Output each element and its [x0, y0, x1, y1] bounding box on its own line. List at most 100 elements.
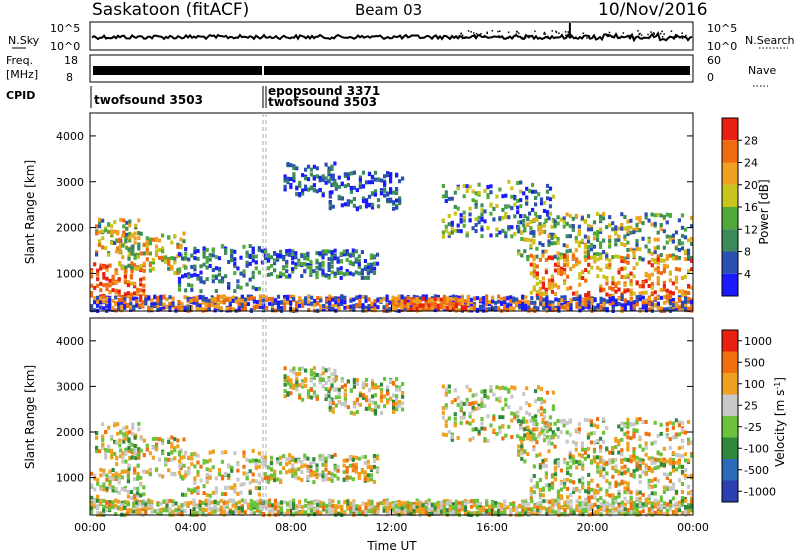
- power-echo-cell: [288, 274, 291, 278]
- power-echo-cell: [271, 308, 274, 312]
- power-echo-cell: [285, 264, 288, 268]
- power-echo-cell: [624, 299, 627, 303]
- velocity-echo-cell: [111, 500, 114, 504]
- freq-tick-top: 18: [64, 54, 78, 67]
- power-echo-cell: [362, 185, 365, 189]
- velocity-echo-cell: [480, 422, 483, 426]
- power-echo-cell: [155, 253, 158, 257]
- power-echo-cell: [563, 263, 566, 267]
- velocity-echo-cell: [146, 444, 149, 448]
- velocity-echo-cell: [526, 426, 529, 430]
- velocity-echo-cell: [633, 458, 636, 462]
- power-echo-cell: [247, 297, 250, 301]
- power-echo-cell: [489, 184, 492, 188]
- power-echo-cell: [134, 224, 137, 228]
- velocity-echo-cell: [338, 392, 341, 396]
- velocity-echo-cell: [510, 435, 513, 439]
- velocity-echo-cell: [451, 400, 454, 404]
- power-echo-cell: [660, 227, 663, 231]
- noise-search-point: [673, 36, 675, 38]
- velocity-echo-cell: [292, 502, 295, 506]
- power-echo-cell: [612, 307, 615, 311]
- velocity-echo-cell: [284, 383, 287, 387]
- velocity-echo-cell: [105, 474, 108, 478]
- velocity-echo-cell: [581, 476, 584, 480]
- velocity-echo-cell: [478, 430, 481, 434]
- power-echo-cell: [401, 305, 404, 309]
- velocity-echo-cell: [104, 452, 107, 456]
- power-echo-cell: [633, 300, 636, 304]
- power-echo-cell: [416, 300, 419, 304]
- velocity-echo-cell: [341, 379, 344, 383]
- power-echo-cell: [629, 219, 632, 223]
- power-echo-cell: [630, 272, 633, 276]
- velocity-echo-cell: [517, 449, 520, 453]
- velocity-echo-cell: [105, 478, 108, 482]
- velocity-echo-cell: [593, 459, 596, 463]
- power-echo-cell: [513, 214, 516, 218]
- power-echo-cell: [608, 239, 611, 243]
- power-echo-cell: [623, 275, 626, 279]
- velocity-echo-cell: [304, 384, 307, 388]
- velocity-echo-cell: [142, 492, 145, 496]
- velocity-echo-cell: [113, 423, 116, 427]
- power-echo-cell: [226, 307, 229, 311]
- velocity-echo-cell: [442, 385, 445, 389]
- velocity-echo-cell: [313, 500, 316, 504]
- power-echo-cell: [202, 297, 205, 301]
- velocity-echo-cell: [252, 459, 255, 463]
- power-echo-cell: [286, 295, 289, 299]
- velocity-echo-cell: [214, 504, 217, 508]
- velocity-echo-cell: [289, 500, 292, 504]
- power-echo-cell: [162, 296, 165, 300]
- power-echo-cell: [636, 296, 639, 300]
- velocity-echo-cell: [118, 480, 121, 484]
- power-echo-cell: [389, 173, 392, 177]
- power-echo-cell: [187, 275, 190, 279]
- power-echo-cell: [517, 252, 520, 256]
- velocity-echo-cell: [535, 422, 538, 426]
- power-echo-cell: [395, 206, 398, 210]
- power-echo-cell: [127, 236, 130, 240]
- velocity-echo-cell: [167, 468, 170, 472]
- velocity-echo-cell: [547, 424, 550, 428]
- velocity-echo-cell: [648, 479, 651, 483]
- velocity-echo-cell: [532, 418, 535, 422]
- power-echo-cell: [551, 256, 554, 260]
- power-echo-cell: [533, 285, 536, 289]
- power-echo-cell: [566, 234, 569, 238]
- power-echo-cell: [300, 254, 303, 258]
- power-echo-cell: [443, 297, 446, 301]
- power-echo-cell: [220, 295, 223, 299]
- power-echo-cell: [350, 171, 353, 175]
- noise-search-point: [499, 31, 501, 33]
- power-echo-cell: [626, 230, 629, 234]
- velocity-echo-cell: [523, 433, 526, 437]
- power-echo-cell: [316, 302, 319, 306]
- power-echo-cell: [307, 295, 310, 299]
- velocity-echo-cell: [681, 421, 684, 425]
- power-echo-cell: [359, 185, 362, 189]
- power-echo-cell: [557, 267, 560, 271]
- velocity-echo-cell: [373, 480, 376, 484]
- velocity-echo-cell: [279, 471, 282, 475]
- power-echo-cell: [569, 298, 572, 302]
- velocity-echo-cell: [301, 398, 304, 402]
- power-echo-cell: [596, 234, 599, 238]
- power-echo-cell: [315, 260, 318, 264]
- velocity-echo-cell: [310, 388, 313, 392]
- velocity-echo-cell: [289, 504, 292, 508]
- power-echo-cell: [593, 220, 596, 224]
- power-echo-cell: [538, 227, 541, 231]
- power-echo-cell: [249, 244, 252, 248]
- velocity-echo-cell: [358, 472, 361, 476]
- power-echo-cell: [392, 296, 395, 300]
- velocity-echo-cell: [110, 455, 113, 459]
- velocity-echo-cell: [581, 486, 584, 490]
- velocity-echo-cell: [114, 499, 117, 503]
- velocity-echo-cell: [115, 475, 118, 479]
- noise-search-point: [556, 37, 558, 39]
- power-echo-cell: [524, 304, 527, 308]
- power-echo-cell: [534, 202, 537, 206]
- velocity-echo-cell: [286, 376, 289, 380]
